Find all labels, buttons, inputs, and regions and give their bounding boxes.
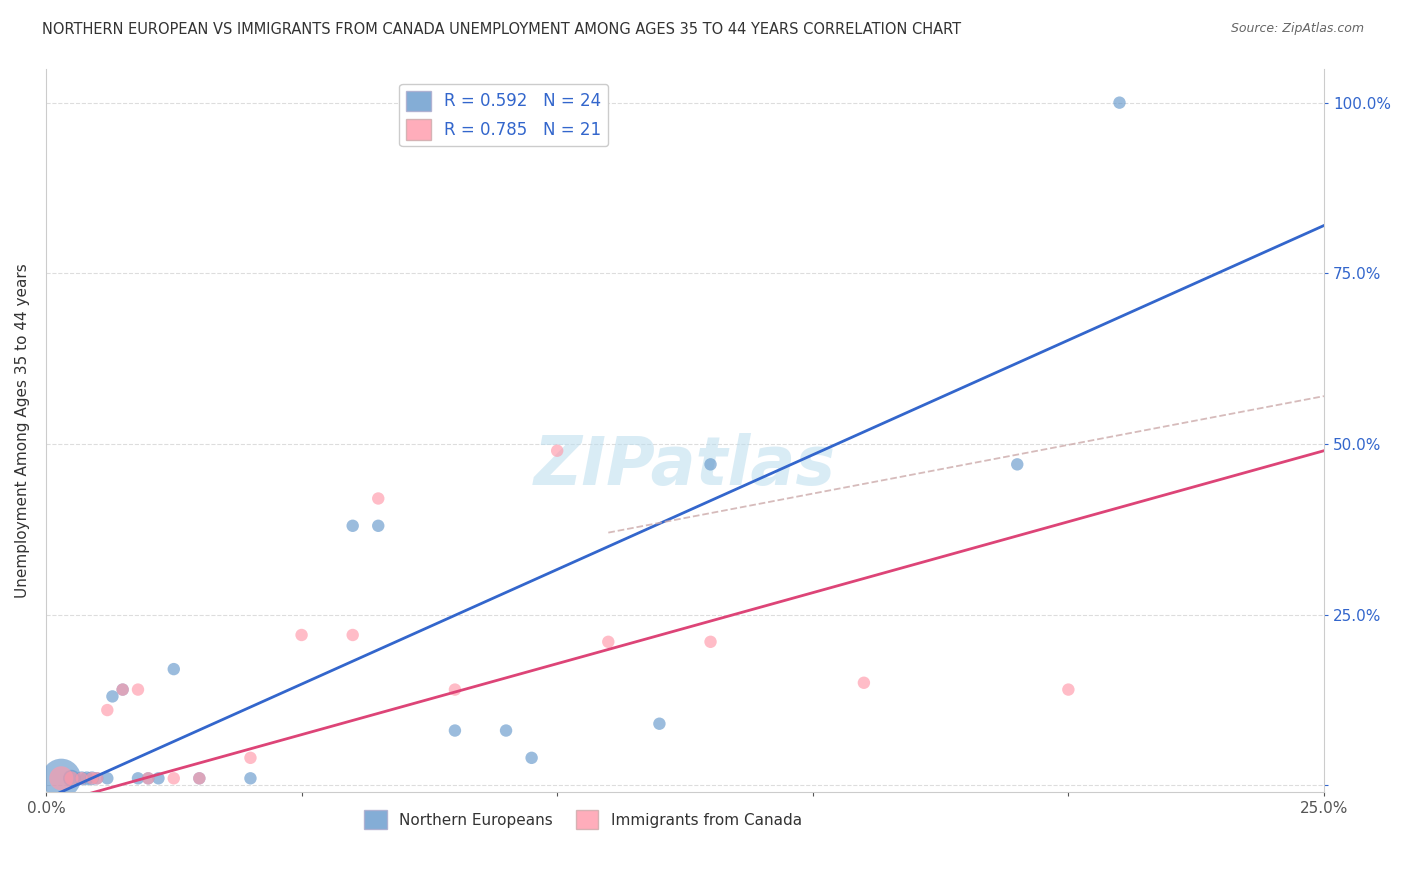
Point [80,772,103,786]
Point [70,772,93,786]
Point [648,716,671,731]
Point [1057,682,1080,697]
Point [111,682,134,697]
Point [163,772,186,786]
Point [86,772,108,786]
Point [127,772,149,786]
Point [51,772,73,786]
Point [699,635,721,649]
Point [127,682,149,697]
Point [342,628,364,642]
Point [239,751,262,765]
Point [188,772,211,786]
Point [290,628,312,642]
Point [76,772,98,786]
Point [163,662,186,676]
Point [598,635,620,649]
Point [444,723,467,738]
Point [367,491,389,506]
Point [96,772,118,786]
Point [148,772,170,786]
Point [852,675,875,690]
Point [239,772,262,786]
Text: NORTHERN EUROPEAN VS IMMIGRANTS FROM CANADA UNEMPLOYMENT AMONG AGES 35 TO 44 YEA: NORTHERN EUROPEAN VS IMMIGRANTS FROM CAN… [42,22,962,37]
Text: Source: ZipAtlas.com: Source: ZipAtlas.com [1230,22,1364,36]
Point [367,518,389,533]
Point [444,682,467,697]
Point [495,723,517,738]
Point [520,751,543,765]
Point [546,443,568,458]
Point [136,772,159,786]
Point [101,690,124,704]
Point [136,772,159,786]
Point [1007,458,1029,472]
Point [80,772,103,786]
Point [60,772,83,786]
Point [188,772,211,786]
Point [96,703,118,717]
Point [699,458,721,472]
Legend: Northern Europeans, Immigrants from Canada: Northern Europeans, Immigrants from Cana… [357,804,808,835]
Point [342,518,364,533]
Point [111,682,134,697]
Point [86,772,108,786]
Point [51,772,73,786]
Y-axis label: Unemployment Among Ages 35 to 44 years: Unemployment Among Ages 35 to 44 years [15,263,30,598]
Point [60,772,83,786]
Point [70,772,93,786]
Point [1108,95,1130,110]
Text: ZIPatlas: ZIPatlas [534,434,837,500]
